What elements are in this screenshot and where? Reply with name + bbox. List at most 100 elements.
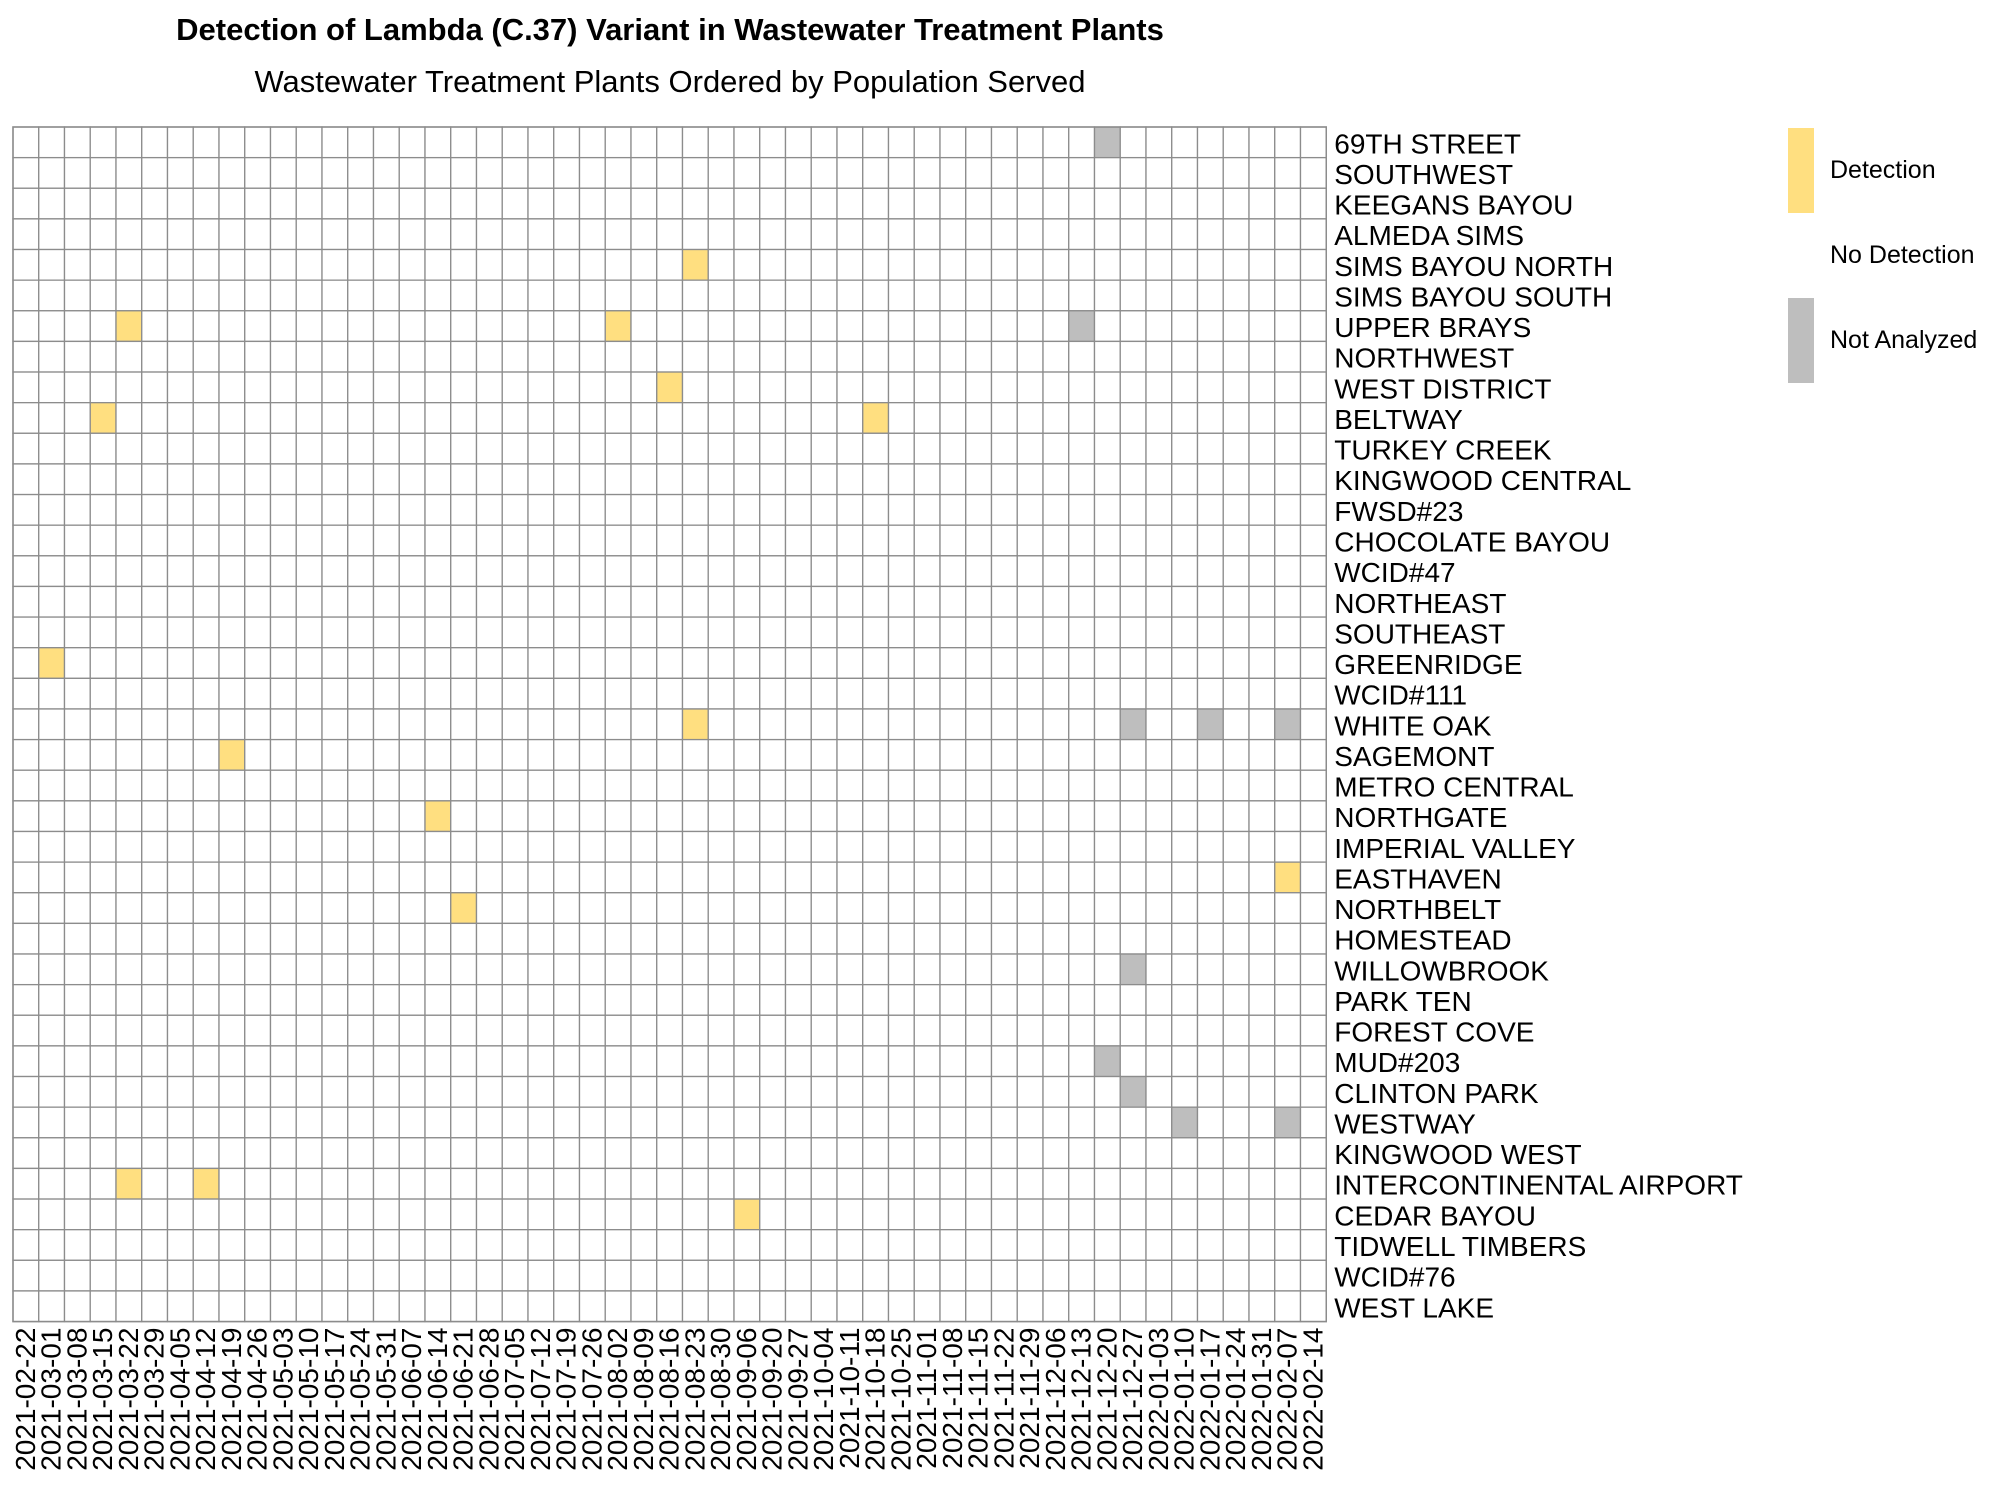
heatmap-cell-willowbrook-2021-05-10 bbox=[295, 953, 323, 986]
heatmap-cell-sims-bayou-north-2021-10-04 bbox=[810, 248, 838, 281]
heatmap-cell-wcid-111-2022-02-07 bbox=[1274, 677, 1302, 710]
heatmap-cell-northbelt-2021-09-27 bbox=[784, 892, 812, 925]
heatmap-cell-turkey-creek-2021-05-24 bbox=[347, 432, 375, 465]
heatmap-cell-kingwood-central-2021-06-21 bbox=[450, 463, 478, 496]
heatmap-cell-kingwood-central-2021-04-12 bbox=[192, 463, 220, 496]
heatmap-cell-white-oak-2021-09-06 bbox=[733, 708, 761, 741]
heatmap-cell-park-ten-2021-10-18 bbox=[862, 983, 890, 1016]
heatmap-cell-wcid-111-2022-02-14 bbox=[1299, 677, 1327, 710]
heatmap-cell-white-oak-2021-08-30 bbox=[707, 708, 735, 741]
heatmap-cell-metro-central-2021-12-27 bbox=[1119, 769, 1147, 802]
heatmap-cell-willowbrook-2022-01-24 bbox=[1222, 953, 1250, 986]
heatmap-cell-upper-brays-2021-12-06 bbox=[1042, 310, 1070, 343]
heatmap-cell-southeast-2021-08-02 bbox=[604, 616, 632, 649]
heatmap-cell-park-ten-2021-08-30 bbox=[707, 983, 735, 1016]
heatmap-cell-metro-central-2021-10-11 bbox=[836, 769, 864, 802]
heatmap-cell-imperial-valley-2021-10-04 bbox=[810, 830, 838, 863]
heatmap-cell-northbelt-2022-01-24 bbox=[1222, 892, 1250, 925]
heatmap-cell-homestead-2021-10-25 bbox=[887, 922, 915, 955]
heatmap-cell-tidwell-timbers-2021-08-23 bbox=[681, 1229, 709, 1261]
heatmap-cell-westway-2021-05-17 bbox=[321, 1106, 349, 1139]
heatmap-cell-69th-street-2022-01-17 bbox=[1196, 126, 1224, 159]
heatmap-cell-wcid-76-2021-03-01 bbox=[38, 1259, 66, 1292]
heatmap-cell-imperial-valley-2021-11-29 bbox=[1016, 830, 1044, 863]
heatmap-cell-sims-bayou-north-2021-09-27 bbox=[784, 248, 812, 281]
heatmap-cell-keegans-bayou-2021-11-29 bbox=[1016, 187, 1044, 220]
heatmap-cell-fwsd-23-2021-07-05 bbox=[501, 493, 529, 526]
heatmap-cell-chocolate-bayou-2021-03-08 bbox=[63, 524, 91, 557]
heatmap-cell-fwsd-23-2021-05-24 bbox=[347, 493, 375, 526]
heatmap-cell-southeast-2021-06-21 bbox=[450, 616, 478, 649]
heatmap-cell-northgate-2021-11-01 bbox=[913, 800, 941, 833]
heatmap-cell-willowbrook-2022-02-14 bbox=[1299, 953, 1327, 986]
heatmap-cell-greenridge-2021-06-21 bbox=[450, 647, 478, 679]
heatmap-cell-southwest-2021-07-12 bbox=[527, 156, 555, 189]
heatmap-cell-wcid-111-2021-08-23 bbox=[681, 677, 709, 710]
heatmap-cell-westway-2021-07-19 bbox=[553, 1106, 581, 1139]
heatmap-cell-southeast-2021-04-26 bbox=[244, 616, 272, 649]
heatmap-cell-wcid-47-2021-11-22 bbox=[990, 555, 1018, 588]
heatmap-cell-west-lake-2021-04-12 bbox=[192, 1290, 220, 1323]
heatmap-cell-forest-cove-2021-03-01 bbox=[38, 1014, 66, 1047]
heatmap-cell-fwsd-23-2021-07-12 bbox=[527, 493, 555, 526]
heatmap-cell-northeast-2021-06-21 bbox=[450, 585, 478, 618]
heatmap-cell-westway-2021-09-06 bbox=[733, 1106, 761, 1139]
heatmap-cell-park-ten-2021-06-21 bbox=[450, 983, 478, 1016]
heatmap-cell-wcid-47-2021-06-07 bbox=[398, 555, 426, 588]
heatmap-cell-sims-bayou-north-2021-06-14 bbox=[424, 248, 452, 281]
heatmap-cell-park-ten-2021-10-11 bbox=[836, 983, 864, 1016]
x-tick-label-2022-02-14: 2022-02-14 bbox=[1297, 1328, 1328, 1471]
heatmap-cell-northwest-2021-08-16 bbox=[656, 340, 684, 373]
heatmap-cell-sims-bayou-south-2021-07-19 bbox=[553, 279, 581, 312]
heatmap-cell-metro-central-2021-02-22 bbox=[12, 769, 40, 802]
heatmap-cell-metro-central-2022-01-03 bbox=[1145, 769, 1173, 802]
heatmap-cell-chocolate-bayou-2021-05-31 bbox=[372, 524, 400, 557]
heatmap-cell-forest-cove-2021-06-07 bbox=[398, 1014, 426, 1047]
heatmap-cell-fwsd-23-2021-03-08 bbox=[63, 493, 91, 526]
heatmap-cell-wcid-111-2021-03-22 bbox=[115, 677, 143, 710]
x-tick-label-2022-02-07: 2022-02-07 bbox=[1272, 1328, 1303, 1471]
y-tick-label-greenridge: GREENRIDGE bbox=[1334, 649, 1522, 680]
heatmap-cell-clinton-park-2021-07-26 bbox=[578, 1075, 606, 1108]
heatmap-cell-northgate-2021-12-27 bbox=[1119, 800, 1147, 833]
heatmap-cell-kingwood-west-2022-02-07 bbox=[1274, 1137, 1302, 1170]
heatmap-cell-willowbrook-2021-08-23 bbox=[681, 953, 709, 986]
heatmap-cell-wcid-47-2021-12-20 bbox=[1093, 555, 1121, 588]
heatmap-cell-wcid-111-2021-07-05 bbox=[501, 677, 529, 710]
heatmap-cell-metro-central-2021-03-15 bbox=[89, 769, 117, 802]
heatmap-cell-wcid-76-2021-03-15 bbox=[89, 1259, 117, 1292]
heatmap-cell-kingwood-west-2021-08-02 bbox=[604, 1137, 632, 1170]
heatmap-cell-sims-bayou-south-2021-09-20 bbox=[759, 279, 787, 312]
heatmap-cell-northwest-2021-07-05 bbox=[501, 340, 529, 373]
heatmap-cell-forest-cove-2021-08-23 bbox=[681, 1014, 709, 1047]
heatmap-cell-fwsd-23-2021-04-12 bbox=[192, 493, 220, 526]
heatmap-cell-tidwell-timbers-2021-03-08 bbox=[63, 1229, 91, 1261]
heatmap-cell-cedar-bayou-2021-11-01 bbox=[913, 1198, 941, 1231]
heatmap-cell-turkey-creek-2021-11-15 bbox=[965, 432, 993, 465]
heatmap-cell-white-oak-2021-05-17 bbox=[321, 708, 349, 741]
heatmap-cell-homestead-2022-01-24 bbox=[1222, 922, 1250, 955]
heatmap-cell-clinton-park-2022-02-07 bbox=[1274, 1075, 1302, 1108]
heatmap-cell-white-oak-2022-01-17 bbox=[1196, 708, 1224, 741]
heatmap-cell-beltway-2021-09-06 bbox=[733, 402, 761, 434]
heatmap-cell-upper-brays-2021-09-06 bbox=[733, 310, 761, 343]
heatmap-cell-almeda-sims-2021-05-10 bbox=[295, 218, 323, 251]
heatmap-cell-westway-2021-10-04 bbox=[810, 1106, 838, 1139]
heatmap-cell-west-district-2021-03-15 bbox=[89, 371, 117, 404]
heatmap-cell-beltway-2022-01-24 bbox=[1222, 402, 1250, 434]
heatmap-cell-tidwell-timbers-2022-01-03 bbox=[1145, 1229, 1173, 1261]
heatmap-cell-fwsd-23-2021-05-03 bbox=[269, 493, 297, 526]
heatmap-cell-mud-203-2021-09-06 bbox=[733, 1045, 761, 1078]
heatmap-cell-sagemont-2021-10-25 bbox=[887, 738, 915, 771]
heatmap-cell-beltway-2021-08-09 bbox=[630, 402, 658, 434]
heatmap-cell-sagemont-2021-04-26 bbox=[244, 738, 272, 771]
heatmap-cell-sims-bayou-south-2021-06-07 bbox=[398, 279, 426, 312]
heatmap-cell-kingwood-central-2021-12-06 bbox=[1042, 463, 1070, 496]
heatmap-cell-homestead-2021-04-26 bbox=[244, 922, 272, 955]
heatmap-cell-forest-cove-2021-11-22 bbox=[990, 1014, 1018, 1047]
heatmap-cell-greenridge-2021-06-07 bbox=[398, 647, 426, 679]
heatmap-cell-southwest-2021-06-14 bbox=[424, 156, 452, 189]
heatmap-cell-clinton-park-2021-04-12 bbox=[192, 1075, 220, 1108]
heatmap-cell-upper-brays-2021-11-22 bbox=[990, 310, 1018, 343]
heatmap-cell-wcid-47-2021-09-06 bbox=[733, 555, 761, 588]
